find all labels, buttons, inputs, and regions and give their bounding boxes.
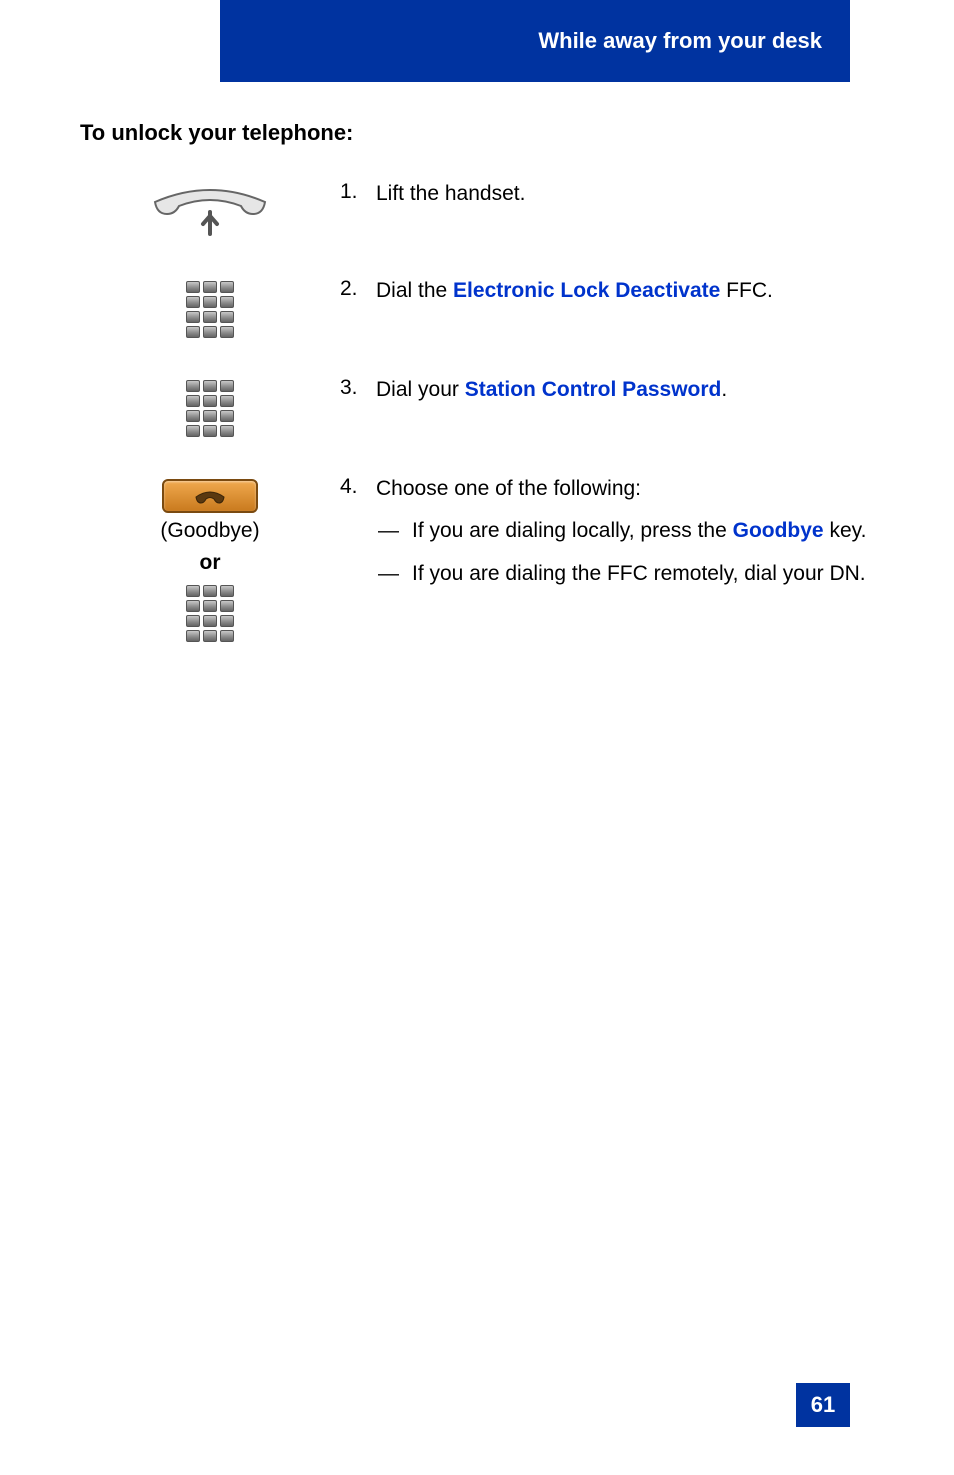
page-number: 61 <box>811 1392 835 1418</box>
goodbye-button-icon <box>162 479 258 513</box>
step-text-1: Lift the handset. <box>376 180 525 208</box>
step-text-3: Dial your Station Control Password. <box>376 376 727 404</box>
content-area: 1. Lift the handset. 2. Dial the Electro… <box>80 180 870 680</box>
keypad-icon <box>186 380 234 437</box>
step3-prefix: Dial your <box>376 378 465 401</box>
header-title: While away from your desk <box>538 28 822 54</box>
sub-a-prefix: If you are dialing locally, press the <box>412 519 733 542</box>
header-bar: While away from your desk <box>220 0 850 82</box>
step-row-4: (Goodbye) or 4. Choose one of the follow… <box>80 475 870 642</box>
icon-col-4: (Goodbye) or <box>80 475 340 642</box>
step2-suffix: FFC. <box>720 279 773 302</box>
text-col-1: 1. Lift the handset. <box>340 180 870 208</box>
step4-sublist: — If you are dialing locally, press the … <box>376 517 866 588</box>
step-num-2: 2. <box>340 277 376 301</box>
step-num-3: 3. <box>340 376 376 400</box>
step-row-3: 3. Dial your Station Control Password. <box>80 376 870 437</box>
step2-prefix: Dial the <box>376 279 453 302</box>
text-col-2: 2. Dial the Electronic Lock Deactivate F… <box>340 277 870 305</box>
step3-keyword: Station Control Password <box>465 378 722 401</box>
keypad-icon <box>186 585 234 642</box>
text-col-4: 4. Choose one of the following: — If you… <box>340 475 870 602</box>
keypad-icon <box>186 281 234 338</box>
handset-lift-icon <box>145 184 275 239</box>
subtext-a: If you are dialing locally, press the Go… <box>412 517 866 545</box>
icon-col-1 <box>80 180 340 239</box>
dash-a: — <box>376 517 412 545</box>
step2-keyword: Electronic Lock Deactivate <box>453 279 720 302</box>
sub-b: — If you are dialing the FFC remotely, d… <box>376 560 866 588</box>
sub-a: — If you are dialing locally, press the … <box>376 517 866 545</box>
icon-col-3 <box>80 376 340 437</box>
step4-intro: Choose one of the following: <box>376 477 641 500</box>
handset-down-icon <box>192 485 228 507</box>
text-col-3: 3. Dial your Station Control Password. <box>340 376 870 404</box>
dash-b: — <box>376 560 412 588</box>
page-number-box: 61 <box>796 1383 850 1427</box>
step-text-2: Dial the Electronic Lock Deactivate FFC. <box>376 277 773 305</box>
step-row-1: 1. Lift the handset. <box>80 180 870 239</box>
goodbye-label: (Goodbye) <box>160 519 259 543</box>
step3-suffix: . <box>721 378 727 401</box>
step-text-4: Choose one of the following: — If you ar… <box>376 475 866 602</box>
step-row-2: 2. Dial the Electronic Lock Deactivate F… <box>80 277 870 338</box>
or-label: or <box>200 551 221 575</box>
icon-col-2 <box>80 277 340 338</box>
step-num-4: 4. <box>340 475 376 499</box>
sub-a-suffix: key. <box>824 519 867 542</box>
sub-a-keyword: Goodbye <box>733 519 824 542</box>
subtext-b: If you are dialing the FFC remotely, dia… <box>412 560 866 588</box>
section-heading: To unlock your telephone: <box>80 120 353 146</box>
step-num-1: 1. <box>340 180 376 204</box>
